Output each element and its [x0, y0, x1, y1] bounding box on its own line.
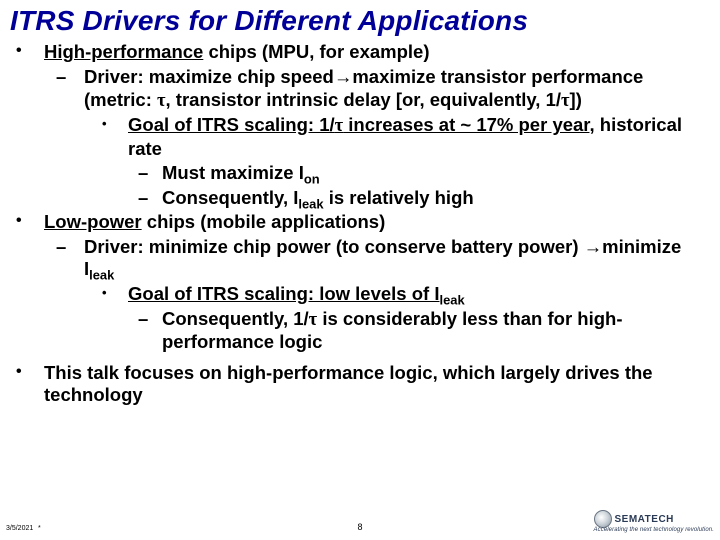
- bullet-closing: This talk focuses on high-performance lo…: [10, 362, 710, 407]
- text: chips (MPU, for example): [203, 41, 429, 62]
- tau-symbol: τ: [335, 116, 344, 136]
- subscript: leak: [89, 268, 114, 283]
- text: Driver: minimize chip power (to conserve…: [84, 236, 584, 257]
- text: Goal of ITRS scaling: low levels of I: [128, 283, 439, 304]
- slide: ITRS Drivers for Different Applications …: [0, 0, 720, 540]
- sematech-logo: SEMATECH Accelerating the next technolog…: [594, 510, 714, 533]
- tau-symbol: τ: [157, 91, 166, 111]
- bullet-hp-driver: Driver: maximize chip speed→maximize tra…: [10, 66, 710, 112]
- logo-disc-icon: [594, 510, 612, 528]
- text: chips (mobile applications): [142, 211, 386, 232]
- text: is relatively high: [324, 187, 474, 208]
- subscript: on: [304, 172, 320, 187]
- text: Consequently, I: [162, 187, 298, 208]
- bullet-hp-goal: Goal of ITRS scaling: 1/τ increases at ~…: [10, 114, 710, 160]
- footer-date: 3/5/2021: [6, 525, 33, 532]
- subscript: leak: [439, 293, 464, 308]
- slide-title: ITRS Drivers for Different Applications: [10, 6, 710, 35]
- logo-text: SEMATECH: [615, 514, 674, 525]
- footer-star: *: [38, 525, 41, 532]
- text: increases at ~ 17% per year: [343, 114, 589, 135]
- page-number: 8: [357, 522, 362, 532]
- text: Driver: maximize chip speed: [84, 66, 334, 87]
- bullet-lp-consequence: Consequently, 1/τ is considerably less t…: [10, 308, 710, 354]
- bullet-lp-driver: Driver: minimize chip power (to conserve…: [10, 236, 710, 281]
- arrow-icon: →: [584, 236, 603, 257]
- slide-body: High-performance chips (MPU, for example…: [10, 41, 710, 406]
- bullet-lp-goal: Goal of ITRS scaling: low levels of Ilea…: [10, 283, 710, 306]
- bullet-hp-ileak: Consequently, Ileak is relatively high: [10, 187, 710, 210]
- text: Must maximize I: [162, 162, 304, 183]
- subscript: leak: [298, 196, 323, 211]
- text: Goal of ITRS scaling: 1/: [128, 114, 335, 135]
- text: Consequently, 1/: [162, 308, 309, 329]
- bullet-hp-ion: Must maximize Ion: [10, 162, 710, 185]
- footer: 3/5/2021 * 8 SEMATECH Accelerating the n…: [0, 513, 720, 535]
- text: ]): [570, 89, 582, 110]
- tau-symbol: τ: [561, 91, 570, 111]
- arrow-icon: →: [334, 66, 353, 87]
- text: , transistor intrinsic delay [or, equiva…: [166, 89, 561, 110]
- text: High-performance: [44, 41, 203, 62]
- bullet-lp-heading: Low-power chips (mobile applications): [10, 211, 710, 234]
- bullet-hp-heading: High-performance chips (MPU, for example…: [10, 41, 710, 64]
- tau-symbol: τ: [309, 310, 318, 330]
- logo-tagline: Accelerating the next technology revolut…: [594, 527, 714, 533]
- text: Low-power: [44, 211, 142, 232]
